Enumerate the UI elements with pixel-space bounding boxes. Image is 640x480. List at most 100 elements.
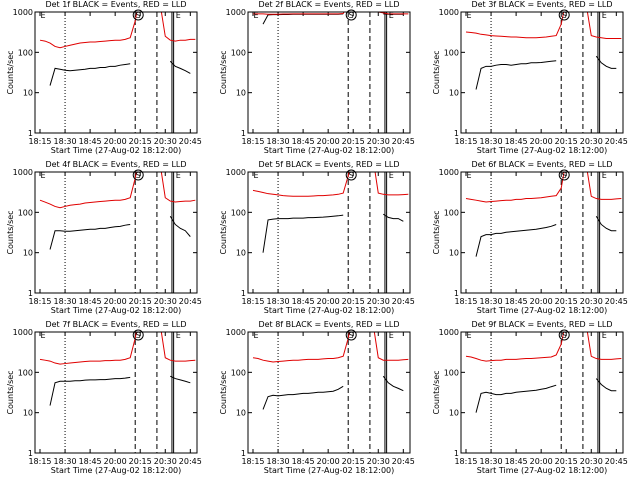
x-tick-label: 20:15 bbox=[129, 137, 152, 146]
x-tick-label: 20:00 bbox=[104, 457, 127, 466]
plot-frame bbox=[247, 11, 411, 134]
panel: Det 8f BLACK = Events, RED = LLD Start Ti… bbox=[219, 320, 415, 475]
y-tick-label: 10 bbox=[449, 409, 459, 418]
y-tick-label: 1 bbox=[241, 449, 246, 458]
data-line bbox=[262, 213, 404, 253]
data-line bbox=[49, 215, 191, 250]
y-axis-label: Counts/sec bbox=[432, 50, 441, 94]
x-tick-label: 20:00 bbox=[530, 297, 553, 306]
plot-frame bbox=[460, 11, 624, 134]
x-tick-label: 18:45 bbox=[79, 297, 102, 306]
y-tick-label: 1000 bbox=[13, 168, 33, 177]
annotation: S bbox=[136, 331, 141, 340]
y-tick-label: 1 bbox=[454, 289, 459, 298]
x-tick-label: 20:00 bbox=[317, 137, 340, 146]
x-tick-label: 18:30 bbox=[54, 137, 77, 146]
data-line bbox=[465, 332, 622, 362]
annotation: E bbox=[40, 171, 45, 180]
chart-title: Det 9f BLACK = Events, RED = LLD bbox=[471, 320, 612, 329]
data-line bbox=[49, 375, 191, 406]
x-tick-label: 18:15 bbox=[454, 137, 477, 146]
x-tick-label: 20:15 bbox=[129, 457, 152, 466]
annotation: E bbox=[389, 11, 394, 20]
x-tick-label: 20:30 bbox=[367, 137, 390, 146]
x-tick-label: 18:15 bbox=[241, 137, 264, 146]
annotation: E bbox=[602, 171, 607, 180]
annotation: S bbox=[349, 11, 354, 20]
x-tick-label: 20:30 bbox=[580, 457, 603, 466]
panel: Det 5f BLACK = Events, RED = LLD Start Ti… bbox=[219, 160, 415, 315]
x-tick-label: 20:00 bbox=[104, 137, 127, 146]
x-tick-label: 18:15 bbox=[241, 457, 264, 466]
annotation-circle bbox=[345, 329, 357, 341]
y-tick-label: 100 bbox=[444, 368, 459, 377]
x-tick-label: 20:45 bbox=[605, 137, 628, 146]
y-tick-label: 1000 bbox=[13, 328, 33, 337]
y-tick-label: 1000 bbox=[439, 168, 459, 177]
annotation-circle bbox=[132, 329, 144, 341]
y-tick-label: 1000 bbox=[226, 328, 246, 337]
chart-title: Det 8f BLACK = Events, RED = LLD bbox=[258, 320, 399, 329]
y-tick-label: 100 bbox=[231, 48, 246, 57]
x-tick-label: 18:15 bbox=[28, 137, 51, 146]
chart-title: Det 2f BLACK = Events, RED = LLD bbox=[258, 0, 399, 9]
y-tick-label: 10 bbox=[236, 249, 246, 258]
x-tick-label: 20:30 bbox=[154, 297, 177, 306]
x-axis-label: Start Time (27-Aug-02 18:12:00) bbox=[477, 306, 608, 315]
annotation: E bbox=[40, 11, 45, 20]
y-tick-label: 1000 bbox=[226, 168, 246, 177]
y-tick-label: 10 bbox=[236, 89, 246, 98]
x-tick-label: 18:45 bbox=[292, 137, 315, 146]
x-tick-label: 18:45 bbox=[292, 297, 315, 306]
chart-title: Det 5f BLACK = Events, RED = LLD bbox=[258, 160, 399, 169]
chart-title: Det 6f BLACK = Events, RED = LLD bbox=[471, 160, 612, 169]
y-tick-label: 1000 bbox=[13, 8, 33, 17]
annotation: E bbox=[602, 331, 607, 340]
data-line bbox=[475, 378, 617, 413]
panel: Det 3f BLACK = Events, RED = LLD Start Ti… bbox=[432, 0, 628, 155]
annotation: E bbox=[253, 11, 258, 20]
y-tick-label: 1 bbox=[28, 289, 33, 298]
x-tick-label: 20:45 bbox=[605, 297, 628, 306]
annotation: E bbox=[466, 11, 471, 20]
annotation-circle bbox=[345, 9, 357, 21]
plot-frame bbox=[34, 171, 198, 294]
annotation-circle bbox=[558, 9, 570, 21]
y-tick-label: 100 bbox=[444, 208, 459, 217]
x-axis-label: Start Time (27-Aug-02 18:12:00) bbox=[477, 466, 608, 475]
y-tick-label: 1 bbox=[241, 129, 246, 138]
annotation: E bbox=[253, 171, 258, 180]
data-line bbox=[39, 332, 196, 365]
annotation: S bbox=[349, 331, 354, 340]
y-axis-label: Counts/sec bbox=[6, 210, 15, 254]
y-tick-label: 1 bbox=[28, 129, 33, 138]
x-tick-label: 20:15 bbox=[555, 137, 578, 146]
data-line bbox=[39, 12, 196, 49]
data-line bbox=[253, 12, 409, 15]
annotation: S bbox=[136, 171, 141, 180]
annotation: E bbox=[466, 331, 471, 340]
y-axis-label: Counts/sec bbox=[219, 210, 228, 254]
y-tick-label: 100 bbox=[18, 48, 33, 57]
x-tick-label: 18:15 bbox=[241, 297, 264, 306]
x-tick-label: 18:30 bbox=[480, 457, 503, 466]
x-tick-label: 20:00 bbox=[104, 297, 127, 306]
x-tick-label: 18:15 bbox=[454, 297, 477, 306]
x-axis-label: Start Time (27-Aug-02 18:12:00) bbox=[477, 146, 608, 155]
y-axis-label: Counts/sec bbox=[432, 370, 441, 414]
annotation: E bbox=[176, 331, 181, 340]
x-tick-label: 20:30 bbox=[580, 137, 603, 146]
annotation: E bbox=[389, 171, 394, 180]
y-tick-label: 100 bbox=[18, 208, 33, 217]
annotation: E bbox=[602, 11, 607, 20]
x-tick-label: 18:15 bbox=[454, 457, 477, 466]
chart-title: Det 7f BLACK = Events, RED = LLD bbox=[45, 320, 186, 329]
annotation: E bbox=[466, 171, 471, 180]
panel: Det 2f BLACK = Events, RED = LLD Start Ti… bbox=[219, 0, 415, 155]
x-tick-label: 20:15 bbox=[555, 297, 578, 306]
y-axis-label: Counts/sec bbox=[219, 50, 228, 94]
y-tick-label: 10 bbox=[449, 89, 459, 98]
y-tick-label: 10 bbox=[23, 249, 33, 258]
y-tick-label: 100 bbox=[444, 48, 459, 57]
